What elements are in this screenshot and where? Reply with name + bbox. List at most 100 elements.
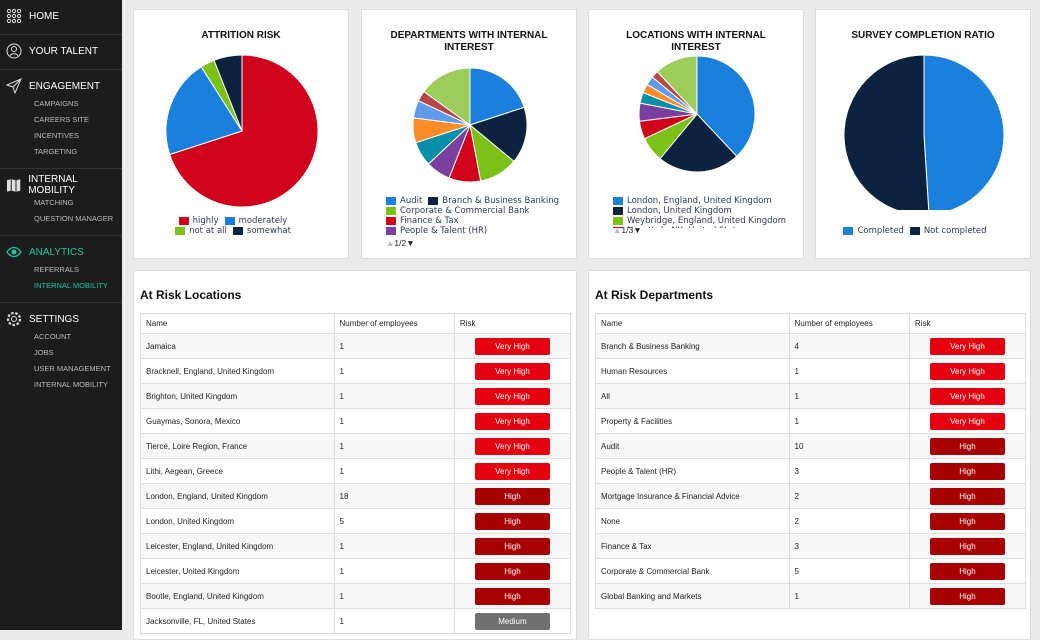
row-risk: High bbox=[908, 433, 1027, 459]
column-header[interactable]: Number of employees bbox=[333, 313, 455, 334]
legend-item[interactable]: Weybridge, England, United Kingdom bbox=[613, 216, 787, 226]
at-risk-locations-table: Name Number of employees Risk Jamaica 1 Very … bbox=[140, 313, 572, 634]
legend-label: not at all bbox=[189, 226, 227, 236]
pie-slice[interactable] bbox=[469, 67, 525, 126]
legend-swatch bbox=[613, 206, 623, 215]
legend-item[interactable]: highly bbox=[178, 216, 219, 226]
pie-slice[interactable] bbox=[213, 54, 243, 132]
row-employees: 1 bbox=[333, 383, 455, 409]
nav-analytics-internal-mobility[interactable]: INTERNAL MOBILITY bbox=[34, 281, 108, 290]
paper-plane-icon bbox=[6, 78, 22, 94]
nav-campaigns[interactable]: CAMPAIGNS bbox=[34, 99, 79, 108]
nav-targeting[interactable]: TARGETING bbox=[34, 147, 78, 156]
nav-referrals[interactable]: REFERRALS bbox=[34, 265, 80, 274]
risk-badge: High bbox=[929, 587, 1005, 605]
column-header[interactable]: Name bbox=[595, 313, 790, 334]
row-name: Branch & Business Banking bbox=[595, 333, 790, 359]
row-name: None bbox=[595, 508, 790, 534]
nav-home[interactable]: HOME bbox=[0, 6, 122, 26]
table-row: Property & Facilities 1 Very High bbox=[595, 408, 1027, 434]
legend-item[interactable]: not at all bbox=[175, 226, 227, 236]
legend-item[interactable]: Not completed bbox=[909, 226, 987, 236]
nav-question-manager[interactable]: QUESTION MANAGER bbox=[34, 214, 114, 223]
row-risk: High bbox=[908, 458, 1027, 484]
nav-matching[interactable]: MATCHING bbox=[34, 198, 74, 207]
risk-badge: Very High bbox=[929, 362, 1005, 380]
row-risk: High bbox=[453, 508, 572, 534]
column-header[interactable]: Name bbox=[140, 313, 335, 334]
row-name: Corporate & Commercial Bank bbox=[595, 558, 790, 584]
table-row: Bracknell, England, United Kingdom 1 Very … bbox=[140, 358, 572, 384]
pager-down-icon[interactable]: ▼ bbox=[406, 238, 415, 248]
pie-slice[interactable] bbox=[656, 55, 698, 116]
pager-up-icon[interactable]: ▲ bbox=[613, 225, 622, 235]
nav-user-management[interactable]: USER MANAGEMENT bbox=[34, 364, 111, 373]
table-row: Leicester, England, United Kingdom 1 High bbox=[140, 533, 572, 559]
column-header[interactable]: Risk bbox=[908, 313, 1027, 334]
column-header[interactable]: Number of employees bbox=[788, 313, 910, 334]
risk-badge: High bbox=[929, 437, 1005, 455]
pie-slice[interactable] bbox=[169, 54, 319, 208]
user-icon bbox=[6, 43, 22, 59]
table-row: London, United Kingdom 5 High bbox=[140, 508, 572, 534]
pie-slice[interactable] bbox=[423, 67, 471, 126]
legend-item[interactable]: Finance & Tax bbox=[386, 216, 560, 226]
pie-slice[interactable] bbox=[696, 55, 756, 157]
legend-item[interactable]: Completed bbox=[843, 226, 904, 236]
gear-icon bbox=[6, 311, 22, 327]
nav-settings[interactable]: SETTINGS bbox=[0, 309, 122, 329]
row-risk: Very High bbox=[453, 408, 572, 434]
row-employees: 1 bbox=[788, 583, 910, 609]
table-row: Brighton, United Kingdom 1 Very High bbox=[140, 383, 572, 409]
nav-account[interactable]: ACCOUNT bbox=[34, 332, 72, 341]
legend-item[interactable]: somewhat bbox=[232, 226, 291, 236]
table-row: Lithi, Aegean, Greece 1 Very High bbox=[140, 458, 572, 484]
row-name: Finance & Tax bbox=[595, 533, 790, 559]
legend-swatch bbox=[232, 226, 243, 235]
nav-jobs[interactable]: JOBS bbox=[34, 348, 54, 357]
legend-item[interactable]: London, United Kingdom bbox=[613, 206, 787, 216]
risk-badge: Very High bbox=[474, 412, 550, 430]
legend-item[interactable]: New York, NY, United States bbox=[613, 226, 787, 228]
legend-swatch bbox=[175, 226, 186, 235]
legend-item[interactable]: Branch & Business Banking bbox=[428, 196, 559, 206]
pie-slice[interactable] bbox=[165, 66, 243, 156]
legend-item[interactable]: London, England, United Kingdom bbox=[613, 196, 787, 206]
row-name: Leicester, England, United Kingdom bbox=[140, 533, 335, 559]
row-employees: 3 bbox=[788, 458, 910, 484]
map-icon bbox=[6, 179, 21, 192]
nav-settings-internal-mobility[interactable]: INTERNAL MOBILITY bbox=[34, 380, 108, 389]
risk-badge: Very High bbox=[474, 337, 550, 355]
nav-internal-mobility[interactable]: INTERNAL MOBILITY bbox=[0, 174, 122, 196]
table-row: None 2 High bbox=[595, 508, 1027, 534]
legend-item[interactable]: Corporate & Commercial Bank bbox=[386, 206, 560, 216]
pie-slice[interactable] bbox=[468, 106, 528, 163]
legend-label: highly bbox=[192, 216, 219, 226]
legend-item[interactable]: People & Talent (HR) bbox=[386, 226, 560, 236]
row-employees: 1 bbox=[788, 358, 910, 384]
row-risk: Very High bbox=[908, 383, 1027, 409]
nav-talent[interactable]: YOUR TALENT bbox=[0, 41, 122, 61]
risk-badge: High bbox=[474, 587, 550, 605]
risk-badge: Very High bbox=[474, 362, 550, 380]
chart-legend: highly moderately not at all somewhat bbox=[134, 216, 338, 236]
risk-badge: High bbox=[929, 537, 1005, 555]
row-name: Bootle, England, United Kingdom bbox=[140, 583, 335, 609]
pager-down-icon[interactable]: ▼ bbox=[633, 225, 642, 235]
nav-careers-site[interactable]: CAREERS SITE bbox=[34, 115, 90, 124]
legend-item[interactable]: Audit bbox=[386, 196, 422, 206]
nav-analytics[interactable]: ANALYTICS bbox=[0, 242, 122, 262]
pager-up-icon[interactable]: ▲ bbox=[386, 238, 395, 248]
legend-item[interactable]: moderately bbox=[224, 216, 287, 226]
column-header[interactable]: Risk bbox=[453, 313, 572, 334]
nav-engagement[interactable]: ENGAGEMENT bbox=[0, 76, 122, 96]
legend-label: Not completed bbox=[923, 226, 987, 236]
nav-incentives[interactable]: INCENTIVES bbox=[34, 131, 80, 140]
row-employees: 18 bbox=[333, 483, 455, 509]
row-employees: 1 bbox=[333, 358, 455, 384]
pie-slice[interactable] bbox=[923, 54, 1005, 210]
pie-slice[interactable] bbox=[843, 54, 930, 210]
pie-slice[interactable] bbox=[659, 113, 738, 173]
nav-talent-label: YOUR TALENT bbox=[29, 45, 99, 57]
legend-swatch bbox=[224, 216, 235, 225]
